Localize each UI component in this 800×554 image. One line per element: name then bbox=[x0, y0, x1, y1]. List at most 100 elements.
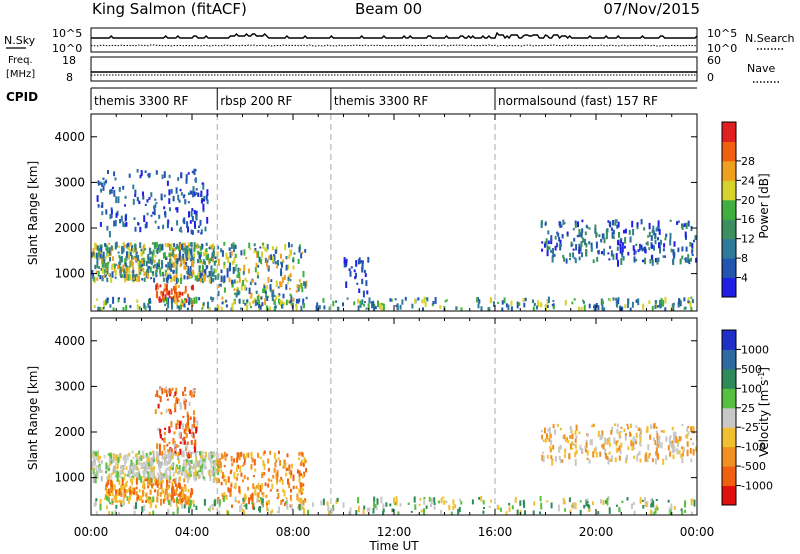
scatter-point bbox=[217, 464, 220, 471]
scatter-point bbox=[212, 453, 215, 458]
scatter-point bbox=[237, 268, 240, 272]
scatter-point bbox=[147, 266, 150, 273]
scatter-point bbox=[94, 452, 97, 454]
scatter-point bbox=[166, 443, 169, 447]
scatter-point bbox=[93, 462, 96, 466]
scatter-point bbox=[223, 451, 226, 457]
scatter-point bbox=[277, 286, 280, 289]
scatter-point bbox=[158, 296, 161, 303]
scatter-point bbox=[175, 452, 178, 456]
scatter-point bbox=[238, 452, 241, 460]
scatter-point bbox=[691, 511, 693, 515]
scatter-point bbox=[240, 451, 243, 457]
scatter-point bbox=[178, 423, 181, 429]
scatter-point bbox=[295, 485, 298, 489]
scatter-point bbox=[151, 258, 154, 264]
scatter-point bbox=[650, 235, 653, 241]
scatter-point bbox=[158, 264, 160, 267]
scatter-point bbox=[185, 174, 188, 181]
scatter-point bbox=[605, 453, 607, 459]
scatter-point bbox=[584, 445, 587, 449]
scatter-point bbox=[254, 299, 257, 307]
scatter-point bbox=[276, 479, 278, 485]
scatter-point bbox=[233, 279, 236, 284]
scatter-point bbox=[257, 452, 260, 458]
scatter-point bbox=[647, 235, 650, 238]
scatter-point bbox=[110, 209, 113, 215]
scatter-point bbox=[109, 250, 112, 257]
scatter-point bbox=[236, 473, 239, 477]
scatter-point bbox=[598, 234, 601, 238]
scatter-point bbox=[361, 261, 364, 264]
scatter-point bbox=[677, 247, 680, 253]
scatter-point bbox=[189, 503, 192, 509]
scatter-point bbox=[394, 501, 397, 506]
scatter-point bbox=[193, 191, 196, 197]
scatter-point bbox=[186, 307, 189, 311]
scatter-point bbox=[621, 246, 624, 253]
scatter-point bbox=[122, 457, 125, 461]
scatter-point bbox=[174, 287, 177, 295]
scatter-point bbox=[694, 235, 697, 240]
scatter-point bbox=[618, 507, 621, 512]
scatter-point bbox=[336, 498, 339, 502]
scatter-point bbox=[238, 298, 241, 304]
scatter-point bbox=[143, 271, 146, 276]
scatter-point bbox=[243, 249, 246, 256]
scatter-point bbox=[380, 305, 383, 311]
scatter-point bbox=[231, 304, 234, 308]
scatter-point bbox=[181, 502, 183, 509]
freq-right-tick-bottom: 0 bbox=[707, 71, 714, 84]
scatter-point bbox=[124, 277, 127, 283]
scatter-point bbox=[421, 299, 424, 304]
scatter-point bbox=[197, 229, 200, 233]
scatter-point bbox=[212, 271, 215, 277]
scatter-point bbox=[635, 432, 638, 439]
scatter-point bbox=[181, 490, 184, 498]
scatter-point bbox=[114, 269, 117, 276]
scatter-point bbox=[349, 270, 352, 277]
scatter-point bbox=[215, 455, 218, 460]
scatter-point bbox=[522, 298, 525, 302]
scatter-point bbox=[233, 458, 236, 463]
scatter-point bbox=[182, 450, 185, 458]
scatter-point bbox=[168, 198, 171, 204]
scatter-point bbox=[213, 268, 216, 274]
scatter-point bbox=[182, 487, 185, 492]
scatter-point bbox=[165, 467, 168, 471]
noise-sky-trace bbox=[91, 31, 698, 40]
scatter-point bbox=[92, 248, 95, 253]
scatter-point bbox=[169, 459, 172, 464]
scatter-point bbox=[687, 431, 690, 435]
scatter-point bbox=[152, 496, 155, 502]
scatter-point bbox=[156, 265, 158, 270]
scatter-point bbox=[301, 251, 304, 254]
scatter-point bbox=[685, 222, 688, 230]
scatter-point bbox=[621, 242, 624, 247]
scatter-point bbox=[677, 220, 680, 223]
scatter-point bbox=[184, 494, 187, 500]
scatter-point bbox=[285, 256, 288, 260]
scatter-point bbox=[381, 302, 384, 306]
scatter-point bbox=[586, 457, 589, 461]
scatter-point bbox=[620, 237, 623, 240]
scatter-point bbox=[98, 465, 101, 469]
scatter-point bbox=[116, 476, 119, 482]
scatter-point bbox=[169, 500, 172, 506]
scatter-point bbox=[110, 472, 113, 479]
scatter-point bbox=[134, 189, 137, 195]
scatter-point bbox=[644, 248, 647, 254]
scatter-point bbox=[557, 504, 560, 512]
scatter-point bbox=[620, 430, 623, 433]
scatter-point bbox=[245, 503, 248, 510]
scatter-point bbox=[559, 244, 562, 251]
colorbar-segment bbox=[722, 199, 736, 220]
scatter-point bbox=[251, 498, 254, 504]
scatter-point bbox=[199, 465, 202, 473]
scatter-point bbox=[235, 292, 238, 298]
scatter-point bbox=[261, 474, 264, 479]
scatter-point bbox=[159, 268, 162, 274]
scatter-point bbox=[399, 304, 402, 310]
scatter-point bbox=[184, 264, 187, 271]
